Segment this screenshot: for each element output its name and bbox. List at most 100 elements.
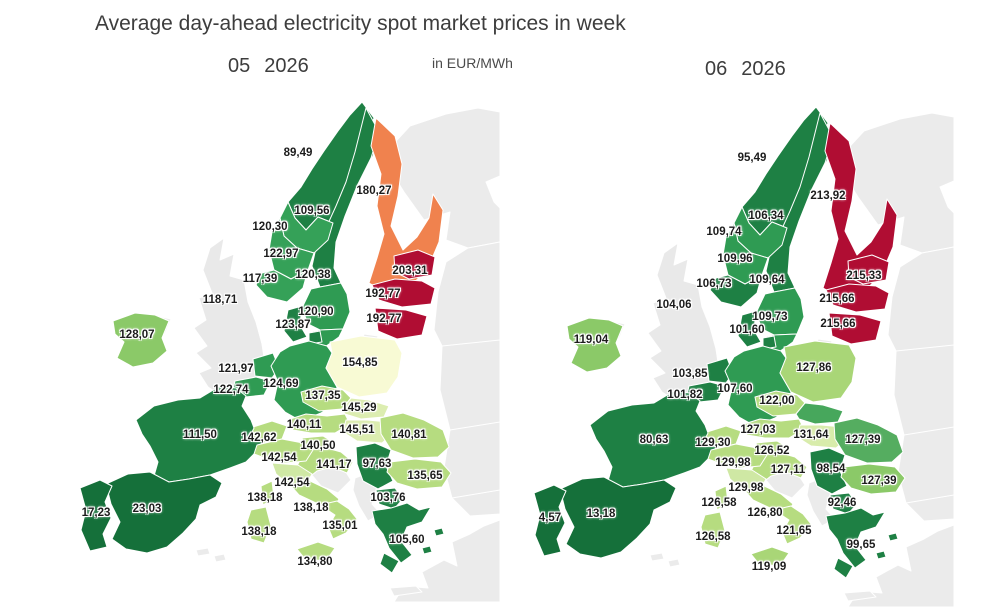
region-no_south[interactable] [709,274,763,308]
region-lv[interactable] [825,283,890,313]
region-rs[interactable] [809,447,848,495]
landmass-balearic-1 [649,552,665,562]
region-sk[interactable] [795,402,844,425]
region-mk[interactable] [829,492,858,515]
price-label-no_south: 106,73 [696,278,732,290]
week-number-left: 05 [228,55,251,77]
price-label-no_west: 109,96 [717,253,753,265]
country-border-line [451,489,500,499]
price-label-gr: 105,60 [389,534,425,546]
region-gr[interactable] [371,502,432,564]
region-es[interactable] [105,471,223,554]
region-rs[interactable] [355,442,394,490]
region-bg[interactable] [386,458,452,490]
country-border-line [905,494,954,504]
region-gr[interactable] [433,527,445,537]
region-gr[interactable] [421,545,433,555]
region-sardinia[interactable] [246,506,272,544]
price-label-es: 23,03 [132,503,162,515]
price-label-pl: 154,85 [342,357,378,369]
price-label-se_north: 106,34 [748,210,784,222]
region-ee[interactable] [847,254,890,285]
region-sicily[interactable] [296,541,336,562]
region-it_s[interactable] [319,500,358,540]
region-fi[interactable] [822,122,898,299]
region-gr[interactable] [875,550,887,560]
landmass-turkey [847,524,954,607]
region-no_south[interactable] [255,269,309,303]
price-label-no_north: 95,49 [737,152,767,164]
price-label-sicily: 119,09 [751,561,787,573]
landmass-balearic-2 [213,553,227,563]
region-ro[interactable] [379,412,450,459]
region-it_n[interactable] [707,443,768,469]
price-label-de: 107,60 [717,383,753,395]
region-mk[interactable] [375,487,404,510]
price-label-sk: 145,29 [341,402,377,414]
price-label-se_central: 109,64 [749,274,785,286]
country-border-line [895,344,954,352]
region-es[interactable] [559,476,677,559]
region-pt[interactable] [79,479,113,552]
landmass-russia-north [839,112,954,254]
region-corsica[interactable] [714,485,729,511]
landmass-balearic-2 [667,558,681,568]
region-dk[interactable] [737,310,762,348]
price-label-fi: 180,27 [356,185,392,197]
price-label-be: 122,74 [213,384,249,396]
region-fr[interactable] [589,390,718,488]
region-lt[interactable] [828,312,882,345]
price-label-it_s: 121,65 [776,525,812,537]
price-label-mk: 92,46 [827,497,857,509]
price-label-dk: 101,60 [729,324,765,336]
price-label-ie: 128,07 [119,329,155,341]
region-pl[interactable] [325,335,403,398]
region-ro[interactable] [833,417,904,464]
price-label-lv: 192,77 [365,288,401,300]
region-dk[interactable] [762,335,777,350]
region-lv[interactable] [371,278,436,308]
region-pt[interactable] [533,484,567,557]
price-label-ch: 129,30 [695,437,731,449]
week-label-left: 05 2026 [228,55,309,78]
region-lt[interactable] [374,307,428,340]
landmass-crete [843,590,877,602]
region-it_s[interactable] [773,505,812,545]
region-gr[interactable] [887,532,899,542]
region-sardinia[interactable] [700,511,726,549]
region-ie[interactable] [112,312,170,368]
price-label-lt: 192,77 [366,313,402,325]
region-pl[interactable] [779,340,857,403]
price-label-si: 140,50 [300,440,336,452]
price-label-at: 127,03 [740,424,776,436]
price-label-it_cn: 142,54 [274,477,310,489]
region-corsica[interactable] [260,480,275,506]
country-border-line [441,339,500,347]
region-dk[interactable] [283,305,308,343]
price-label-es: 13,18 [586,508,616,520]
region-sk[interactable] [341,397,390,420]
week-year-right: 2026 [741,58,786,80]
price-label-at: 140,11 [286,419,322,431]
region-dk[interactable] [308,330,323,345]
price-label-it_n: 129,98 [715,457,751,469]
price-label-hu: 145,51 [339,424,375,436]
price-label-mk: 103,76 [370,492,406,504]
region-ee[interactable] [393,249,436,280]
price-label-ro: 127,39 [845,434,881,446]
region-sicily[interactable] [750,546,790,567]
price-label-fr: 111,50 [183,429,217,441]
region-gr[interactable] [825,507,886,569]
price-label-bg: 127,39 [861,475,897,487]
region-it_n[interactable] [253,438,314,464]
price-label-cz: 137,35 [305,390,341,402]
price-label-ro: 140,81 [391,429,427,441]
region-ie[interactable] [566,317,624,373]
region-fr[interactable] [135,385,264,483]
price-label-uk: 104,06 [656,299,692,311]
region-gr[interactable] [833,557,854,579]
region-bg[interactable] [840,463,906,495]
region-gr[interactable] [379,552,400,574]
price-label-se_central: 120,38 [295,269,331,281]
region-fi[interactable] [368,117,444,294]
